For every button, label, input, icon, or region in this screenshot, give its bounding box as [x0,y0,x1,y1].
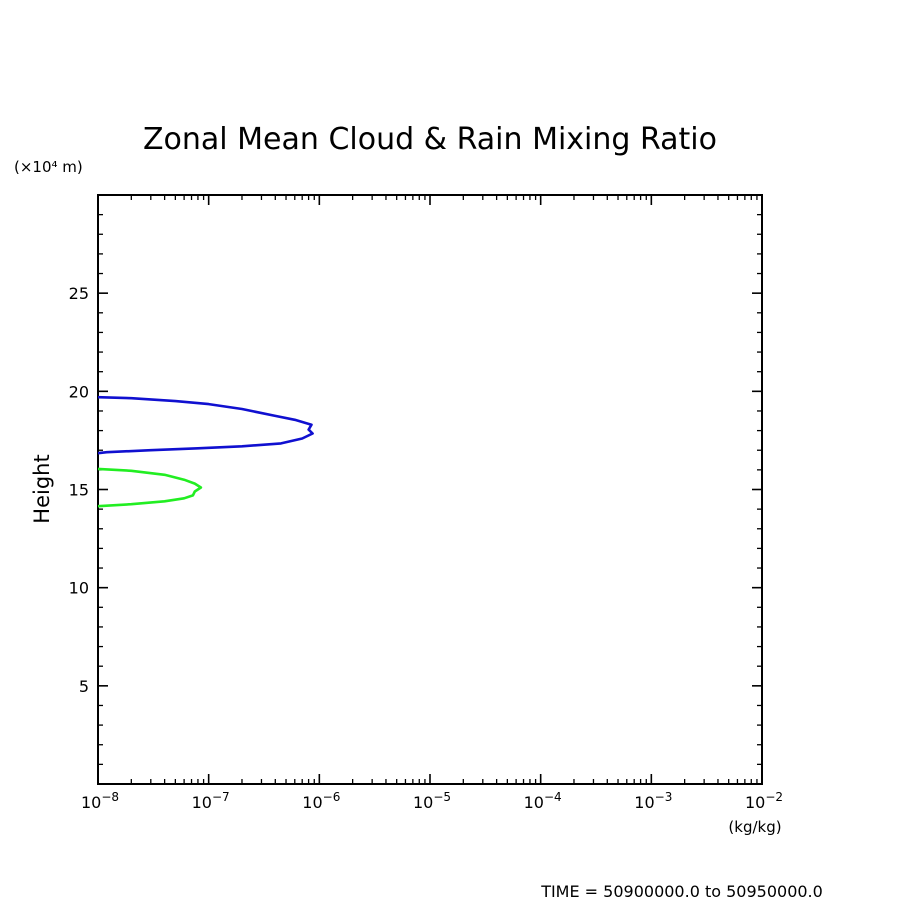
x-tick-base: 10 [192,793,212,812]
y-tick-label: 20 [69,382,89,401]
x-tick-base: 10 [745,793,765,812]
x-tick-exponent: −5 [433,790,451,804]
x-tick-base: 10 [81,793,101,812]
y-unit-label: (×10⁴ m) [14,158,83,176]
x-tick-label: 10−6 [302,790,340,812]
y-tick-label: 5 [79,677,89,696]
x-tick-labels: 10−8 10−7 10−6 10−5 10−4 10−3 10−2 [81,790,783,812]
y-tick-label: 25 [69,284,89,303]
series-line-2 [97,467,203,508]
x-tick-label: 10−5 [413,790,451,812]
series-line-1 [97,395,314,455]
y-tick-label: 10 [69,579,89,598]
x-tick-exponent: −3 [655,790,673,804]
x-unit-label: (kg/kg) [728,818,781,836]
x-tick-label: 10−7 [192,790,230,812]
x-tick-exponent: −7 [212,790,230,804]
x-tick-label: 10−2 [745,790,783,812]
x-tick-base: 10 [524,793,544,812]
x-tick-base: 10 [634,793,654,812]
chart-title: Zonal Mean Cloud & Rain Mixing Ratio [143,122,717,157]
series-lines [97,395,314,508]
x-tick-exponent: −8 [101,790,119,804]
y-tick-label: 15 [69,481,89,500]
x-tick-exponent: −6 [323,790,341,804]
x-tick-label: 10−8 [81,790,119,812]
x-tick-base: 10 [302,793,322,812]
major-ticks [98,195,762,784]
x-tick-exponent: −2 [765,790,783,804]
x-tick-label: 10−3 [634,790,672,812]
minor-ticks [98,195,762,784]
x-tick-exponent: −4 [544,790,562,804]
x-tick-base: 10 [413,793,433,812]
time-range-label: TIME = 50900000.0 to 50950000.0 [540,882,823,901]
x-tick-label: 10−4 [524,790,562,812]
y-axis-label: Height [30,454,54,523]
y-tick-labels: 5 10 15 20 25 [69,284,89,696]
